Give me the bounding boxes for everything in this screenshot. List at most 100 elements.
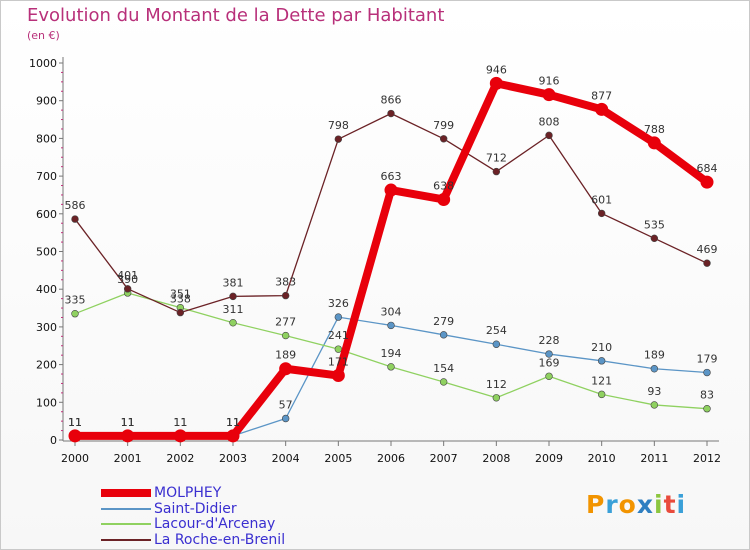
data-point-lacour-d-arcenay — [387, 363, 395, 371]
data-label-saint-didier: 11 — [68, 416, 82, 429]
y-tick-label: 700 — [36, 170, 57, 183]
data-label-saint-didier: 11 — [121, 416, 135, 429]
data-point-la-roche-en-brenil — [176, 308, 185, 317]
data-label-la-roche-en-brenil: 586 — [65, 199, 86, 212]
legend-swatch — [101, 507, 151, 510]
data-label-la-roche-en-brenil: 712 — [486, 152, 507, 165]
data-point-lacour-d-arcenay — [650, 401, 659, 409]
data-label-molphey: 877 — [591, 89, 612, 102]
data-label-lacour-d-arcenay: 154 — [433, 362, 454, 375]
data-label-saint-didier: 189 — [644, 349, 665, 362]
data-label-saint-didier: 11 — [173, 416, 187, 429]
x-tick-label: 2001 — [114, 452, 142, 465]
data-label-molphey: 663 — [381, 170, 402, 183]
data-label-saint-didier: 279 — [433, 315, 454, 328]
x-tick-label: 2009 — [535, 452, 563, 465]
data-point-lacour-d-arcenay — [439, 378, 448, 386]
legend-label: MOLPHEY — [154, 485, 222, 501]
data-label-saint-didier: 228 — [539, 334, 560, 347]
data-label-lacour-d-arcenay: 93 — [647, 385, 661, 398]
data-label-lacour-d-arcenay: 83 — [700, 389, 714, 402]
data-point-molphey — [384, 183, 398, 197]
data-label-saint-didier: 11 — [226, 416, 240, 429]
data-label-lacour-d-arcenay: 351 — [170, 288, 191, 301]
chart-subtitle: (en €) — [27, 29, 60, 42]
y-tick-label: 300 — [36, 321, 57, 334]
y-tick-label: 900 — [36, 95, 57, 108]
data-label-molphey: 684 — [697, 162, 718, 175]
data-point-saint-didier — [597, 357, 606, 365]
data-point-la-roche-en-brenil — [492, 167, 501, 176]
data-label-molphey: 171 — [328, 356, 349, 369]
x-tick-label: 2000 — [61, 452, 89, 465]
data-point-la-roche-en-brenil — [334, 135, 343, 143]
data-point-lacour-d-arcenay — [71, 310, 79, 318]
y-tick-label: 1000 — [29, 57, 57, 70]
data-label-saint-didier: 304 — [381, 305, 402, 318]
data-label-lacour-d-arcenay: 335 — [65, 294, 86, 307]
data-label-la-roche-en-brenil: 808 — [539, 115, 560, 128]
data-point-molphey — [595, 102, 609, 116]
data-point-la-roche-en-brenil — [545, 131, 553, 140]
data-point-saint-didier — [545, 350, 553, 358]
y-tick-label: 200 — [36, 359, 57, 372]
data-point-molphey — [647, 136, 661, 150]
data-point-la-roche-en-brenil — [650, 234, 659, 243]
data-label-lacour-d-arcenay: 311 — [223, 303, 244, 316]
y-tick-label: 0 — [50, 434, 57, 447]
y-tick-label: 800 — [36, 132, 57, 145]
data-label-lacour-d-arcenay: 390 — [117, 273, 138, 286]
data-label-saint-didier: 254 — [486, 324, 507, 337]
x-tick-label: 2008 — [482, 452, 510, 465]
data-point-saint-didier — [650, 365, 659, 373]
y-tick-label: 100 — [36, 396, 57, 409]
y-tick-label: 400 — [36, 283, 57, 296]
legend-label: Saint-Didier — [154, 500, 237, 517]
data-point-la-roche-en-brenil — [703, 259, 711, 267]
x-tick-label: 2006 — [377, 452, 405, 465]
data-point-saint-didier — [387, 321, 395, 330]
data-label-saint-didier: 179 — [697, 353, 718, 366]
data-point-lacour-d-arcenay — [703, 405, 711, 413]
data-point-molphey — [279, 362, 293, 376]
data-point-molphey — [437, 192, 451, 206]
data-point-saint-didier — [703, 368, 711, 377]
data-label-saint-didier: 210 — [591, 341, 612, 354]
data-point-lacour-d-arcenay — [492, 394, 501, 402]
data-label-la-roche-en-brenil: 401 — [117, 269, 138, 282]
data-label-la-roche-en-brenil: 383 — [275, 276, 296, 289]
data-label-lacour-d-arcenay: 121 — [591, 374, 612, 387]
data-label-lacour-d-arcenay: 277 — [275, 316, 296, 329]
x-tick-label: 2003 — [219, 452, 247, 465]
data-label-saint-didier: 57 — [279, 399, 293, 412]
data-point-la-roche-en-brenil — [439, 135, 448, 143]
data-label-molphey: 946 — [486, 63, 507, 76]
data-label-lacour-d-arcenay: 112 — [486, 378, 507, 391]
data-label-molphey: 788 — [644, 123, 665, 136]
data-point-la-roche-en-brenil — [123, 285, 132, 293]
data-label-lacour-d-arcenay: 241 — [328, 329, 349, 342]
data-label-saint-didier: 326 — [328, 297, 349, 310]
data-point-molphey — [121, 429, 135, 443]
data-point-la-roche-en-brenil — [281, 291, 290, 300]
chart-title: Evolution du Montant de la Dette par Hab… — [27, 5, 445, 26]
data-label-molphey: 189 — [275, 349, 296, 362]
series-line-la-roche-en-brenil — [74, 112, 708, 314]
x-tick-label: 2002 — [166, 452, 194, 465]
data-label-molphey: 11 — [121, 416, 135, 429]
data-label-molphey: 11 — [226, 416, 240, 429]
x-tick-label: 2011 — [640, 452, 668, 465]
legend-label: Lacour-d'Arcenay — [154, 516, 276, 532]
data-point-molphey — [542, 88, 556, 102]
data-point-lacour-d-arcenay — [334, 345, 343, 353]
data-label-molphey: 11 — [68, 416, 82, 429]
data-label-molphey: 638 — [433, 179, 454, 192]
data-point-molphey — [226, 429, 240, 443]
data-label-la-roche-en-brenil: 799 — [433, 119, 454, 132]
legend-label: La Roche-en-Brenil — [154, 531, 286, 548]
series-line-saint-didier — [74, 316, 708, 437]
data-point-molphey — [700, 175, 714, 189]
x-tick-label: 2005 — [324, 452, 352, 465]
